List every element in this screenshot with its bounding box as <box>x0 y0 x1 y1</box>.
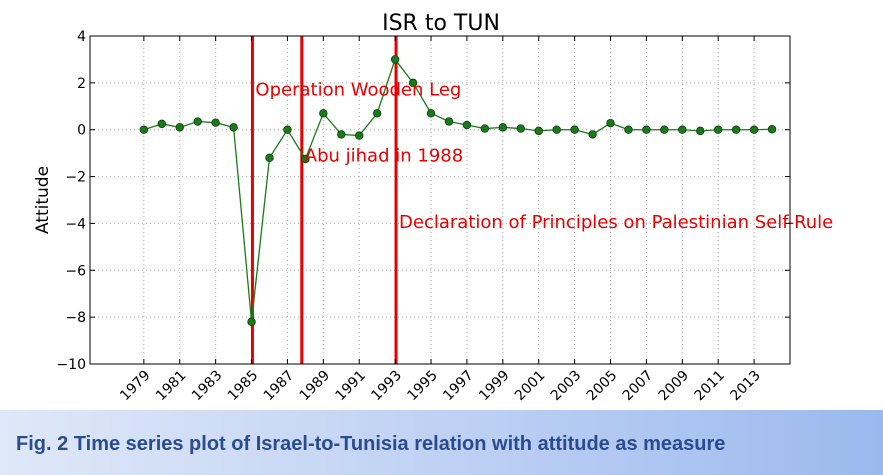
x-tick-label: 2009 <box>656 368 693 405</box>
y-tick-label: 4 <box>77 29 86 45</box>
data-point <box>498 123 508 132</box>
data-point <box>211 118 220 127</box>
data-point <box>444 117 454 126</box>
y-tick-label: −4 <box>65 216 86 232</box>
data-point <box>265 153 274 163</box>
data-point <box>731 125 741 134</box>
data-point <box>175 123 184 132</box>
caption-bar: Fig. 2 Time series plot of Israel-to-Tun… <box>0 410 883 475</box>
x-tick-label: 2011 <box>692 368 729 405</box>
data-point <box>534 126 543 136</box>
x-tick-label: 2013 <box>727 368 764 405</box>
x-tick-label: 2003 <box>548 368 585 405</box>
data-point <box>678 125 687 134</box>
data-point <box>426 109 436 118</box>
data-point <box>642 125 651 134</box>
data-point <box>229 123 238 132</box>
x-tick-label: 1981 <box>153 368 190 405</box>
data-point <box>319 109 328 118</box>
event-label: Declaration of Principles on Palestinian… <box>399 212 833 233</box>
data-point <box>247 317 256 327</box>
chart: ISR to TUN Attitude Operation Wooden Leg… <box>33 11 833 405</box>
plot-frame <box>89 35 791 365</box>
y-tick-label: 2 <box>77 76 86 92</box>
y-tick-label: 0 <box>77 123 86 139</box>
data-point <box>660 125 669 134</box>
y-axis-label: Attitude <box>33 166 53 234</box>
data-point <box>749 125 759 134</box>
x-tick-label: 2005 <box>584 368 621 405</box>
x-tick-label: 1985 <box>225 368 262 405</box>
data-point <box>624 125 633 134</box>
data-point <box>714 125 723 134</box>
event-labels: Operation Wooden Leg Abu jihad in 1988 Dec… <box>255 80 833 233</box>
data-point <box>462 120 472 130</box>
data-point <box>588 130 597 139</box>
chart-title: ISR to TUN <box>382 11 500 36</box>
data-point <box>139 125 149 134</box>
data-point <box>301 154 310 164</box>
series-layer <box>139 55 777 327</box>
x-tick-label: 1997 <box>440 368 477 405</box>
y-tick-label: −10 <box>56 357 86 373</box>
data-point <box>606 118 615 128</box>
data-point <box>480 124 490 133</box>
data-point <box>193 117 202 126</box>
y-ticks: 4 2 0 −2 −4 −6 −8 −10 <box>56 29 790 373</box>
y-tick-label: −2 <box>65 170 86 186</box>
y-tick-label: −6 <box>65 263 86 279</box>
x-tick-label: 1999 <box>476 368 513 405</box>
x-tick-label: 1983 <box>189 368 226 405</box>
data-point <box>552 125 561 134</box>
y-tick-label: −8 <box>65 310 86 326</box>
data-point <box>157 119 166 129</box>
data-point <box>408 78 418 88</box>
x-tick-label: 1979 <box>117 368 154 405</box>
data-point <box>390 55 400 64</box>
data-point <box>283 125 292 134</box>
data-point <box>355 131 364 140</box>
data-point <box>337 130 346 139</box>
event-label: Operation Wooden Leg <box>255 80 461 101</box>
data-point <box>767 125 777 134</box>
x-tick-label: 1991 <box>333 368 370 405</box>
data-point <box>696 126 705 136</box>
data-point <box>570 125 579 134</box>
x-tick-label: 1987 <box>261 368 298 405</box>
x-tick-label: 1995 <box>404 368 441 405</box>
x-tick-label: 2001 <box>512 368 549 405</box>
figure-caption: Fig. 2 Time series plot of Israel-to-Tun… <box>16 433 726 455</box>
x-tick-label: 1993 <box>368 368 405 405</box>
x-tick-label: 1989 <box>297 368 334 405</box>
x-tick-label: 2007 <box>620 368 657 405</box>
event-label: Abu jihad in 1988 <box>305 145 463 166</box>
data-point <box>516 124 525 133</box>
data-point <box>372 109 382 118</box>
